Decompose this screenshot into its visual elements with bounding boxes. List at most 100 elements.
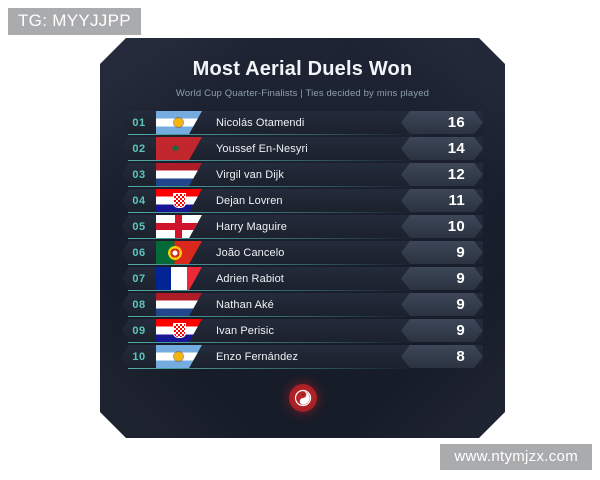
table-row[interactable]: 08 Nathan Aké 9 <box>122 293 483 316</box>
value-container: 9 <box>401 267 483 290</box>
checkerboard-shield-icon <box>173 193 186 208</box>
country-flag-hr <box>156 189 202 212</box>
card-subtitle: World Cup Quarter-Finalists | Ties decid… <box>175 88 430 99</box>
player-name: Nicolás Otamendi <box>216 116 305 129</box>
value-container: 8 <box>401 345 483 368</box>
rank-number: 02 <box>132 142 146 155</box>
country-flag-nl <box>156 163 202 186</box>
country-flag-hr <box>156 319 202 342</box>
value-panel <box>401 189 483 212</box>
duels-won-value: 9 <box>456 244 465 261</box>
row-background <box>122 111 483 134</box>
star-emblem-icon: ★ <box>170 141 181 155</box>
row-background <box>122 189 483 212</box>
player-name: Adrien Rabiot <box>216 272 284 285</box>
duels-won-value: 11 <box>448 192 465 209</box>
table-row[interactable]: 07 Adrien Rabiot 9 <box>122 267 483 290</box>
rank-number: 03 <box>132 168 146 181</box>
row-underline <box>128 264 417 265</box>
row-underline <box>128 316 417 317</box>
leaderboard-card: Most Aerial Duels Won World Cup Quarter-… <box>100 38 505 438</box>
value-panel <box>401 111 483 134</box>
value-container: 14 <box>401 137 483 160</box>
table-row[interactable]: 02 ★ Youssef En-Nesyri 14 <box>122 137 483 160</box>
row-background <box>122 137 483 160</box>
player-name: Enzo Fernández <box>216 350 299 363</box>
row-background <box>122 345 483 368</box>
value-panel <box>401 267 483 290</box>
country-flag-en <box>156 215 202 238</box>
brand-logo-icon <box>289 384 317 412</box>
row-background <box>122 215 483 238</box>
player-name: Ivan Perisic <box>216 324 275 337</box>
row-background <box>122 241 483 264</box>
duels-won-value: 10 <box>447 218 465 235</box>
player-name: Harry Maguire <box>216 220 287 233</box>
duels-won-value: 16 <box>447 114 465 131</box>
sun-emblem-icon <box>174 118 183 127</box>
player-name: Dejan Lovren <box>216 194 283 207</box>
value-panel <box>401 345 483 368</box>
country-flag-nl <box>156 293 202 316</box>
flag-france <box>156 267 202 290</box>
card-header: Most Aerial Duels Won World Cup Quarter-… <box>100 38 505 99</box>
rank-number: 04 <box>132 194 146 207</box>
table-row[interactable]: 09 Ivan Perisic 9 <box>122 319 483 342</box>
duels-won-value: 9 <box>456 322 465 339</box>
ranking-list: 01 Nicolás Otamendi 16 02 ★ Youssef En-Nesyri… <box>100 111 505 368</box>
flag-netherlands <box>156 163 202 186</box>
value-panel <box>401 163 483 186</box>
row-underline <box>128 212 417 213</box>
value-container: 9 <box>401 241 483 264</box>
rank-number: 07 <box>132 272 146 285</box>
player-name: Nathan Aké <box>216 298 274 311</box>
rank-number: 09 <box>132 324 146 337</box>
country-flag-ar <box>156 111 202 134</box>
country-flag-ma: ★ <box>156 137 202 160</box>
value-container: 11 <box>401 189 483 212</box>
player-name: João Cancelo <box>216 246 285 259</box>
row-underline <box>128 290 417 291</box>
row-background <box>122 163 483 186</box>
row-background <box>122 293 483 316</box>
country-flag-ar <box>156 345 202 368</box>
row-background <box>122 267 483 290</box>
logo-container <box>100 384 505 412</box>
row-underline <box>128 368 417 369</box>
value-panel <box>401 319 483 342</box>
duels-won-value: 9 <box>456 296 465 313</box>
page-title: Most Aerial Duels Won <box>192 58 413 80</box>
duels-won-value: 14 <box>447 140 465 157</box>
table-row[interactable]: 03 Virgil van Dijk 12 <box>122 163 483 186</box>
flag-netherlands <box>156 293 202 316</box>
flag-morocco <box>156 137 202 160</box>
country-flag-fr <box>156 267 202 290</box>
value-panel <box>401 241 483 264</box>
country-flag-pt <box>156 241 202 264</box>
rank-number: 05 <box>132 220 146 233</box>
watermark-top-left: TG: MYYJJPP <box>8 8 141 35</box>
player-name: Youssef En-Nesyri <box>216 142 308 155</box>
value-container: 12 <box>401 163 483 186</box>
player-name: Virgil van Dijk <box>216 168 284 181</box>
coat-of-arms-icon <box>169 247 181 259</box>
duels-won-value: 8 <box>456 348 465 365</box>
table-row[interactable]: 05 Harry Maguire 10 <box>122 215 483 238</box>
duels-won-value: 9 <box>456 270 465 287</box>
row-underline <box>128 238 417 239</box>
value-panel <box>401 215 483 238</box>
checkerboard-shield-icon <box>173 323 186 338</box>
table-row[interactable]: 06 João Cancelo 9 <box>122 241 483 264</box>
row-background <box>122 319 483 342</box>
table-row[interactable]: 10 Enzo Fernández 8 <box>122 345 483 368</box>
rank-number: 10 <box>132 350 146 363</box>
watermark-bottom-right: www.ntymjzx.com <box>440 444 592 470</box>
value-panel <box>401 137 483 160</box>
row-underline <box>128 160 417 161</box>
table-row[interactable]: 04 Dejan Lovren 11 <box>122 189 483 212</box>
rank-number: 06 <box>132 246 146 259</box>
table-row[interactable]: 01 Nicolás Otamendi 16 <box>122 111 483 134</box>
value-container: 10 <box>401 215 483 238</box>
sun-emblem-icon <box>174 352 183 361</box>
rank-number: 08 <box>132 298 146 311</box>
